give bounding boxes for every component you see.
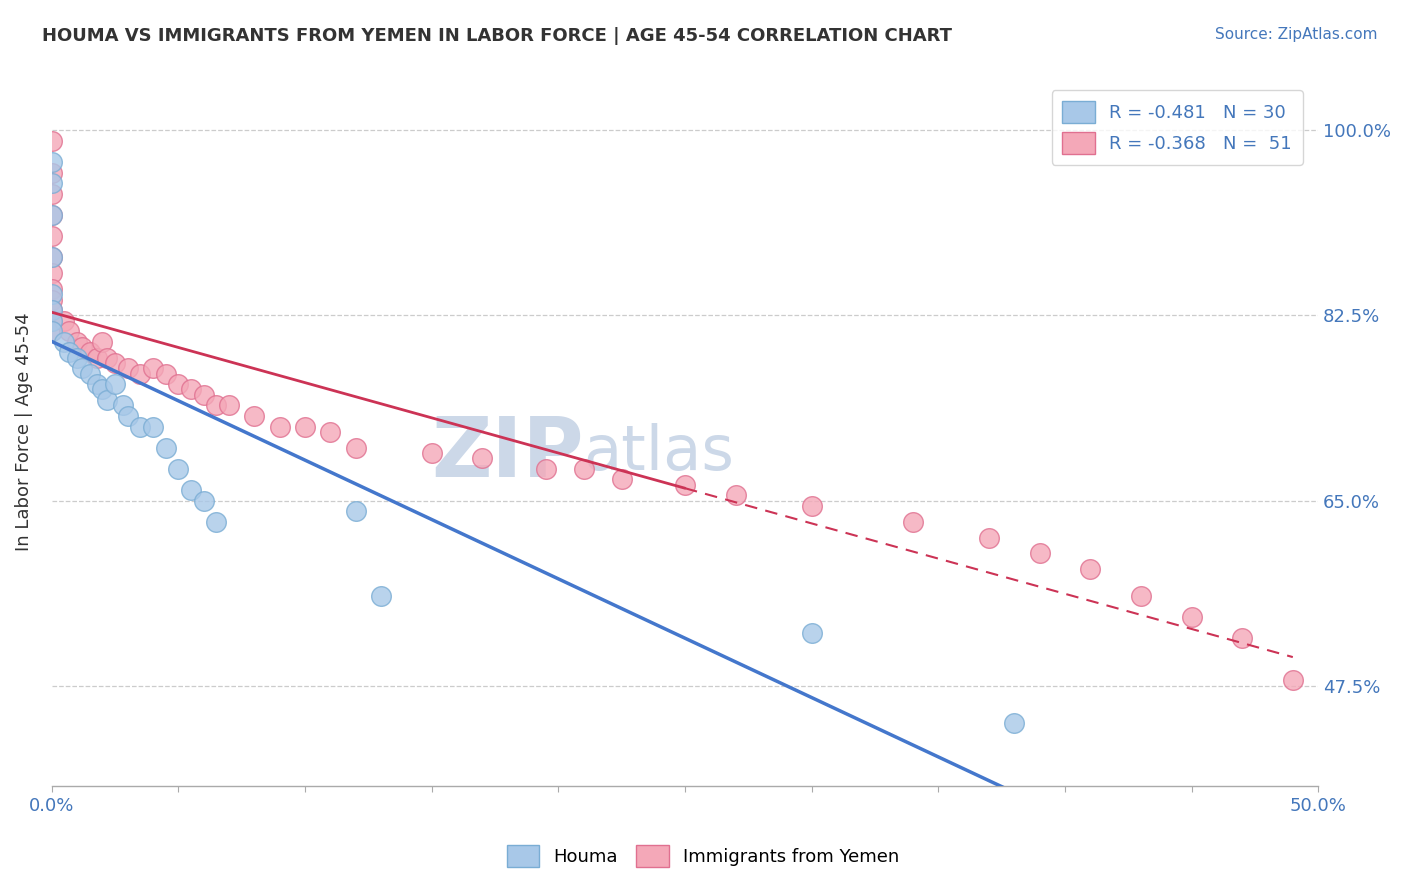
- Point: [129, 367, 152, 381]
- Point: [180, 383, 202, 397]
- Point: [673, 477, 696, 491]
- Point: [269, 419, 291, 434]
- Point: [104, 377, 127, 392]
- Point: [41, 266, 63, 280]
- Point: [800, 499, 823, 513]
- Point: [53, 314, 76, 328]
- Point: [41, 186, 63, 201]
- Point: [41, 324, 63, 338]
- Point: [70, 340, 93, 354]
- Point: [370, 589, 392, 603]
- Point: [41, 208, 63, 222]
- Y-axis label: In Labor Force | Age 45-54: In Labor Force | Age 45-54: [15, 312, 32, 551]
- Point: [155, 441, 177, 455]
- Point: [104, 356, 127, 370]
- Point: [1230, 631, 1253, 645]
- Point: [193, 388, 215, 402]
- Point: [205, 398, 228, 412]
- Point: [167, 462, 190, 476]
- Point: [117, 409, 139, 423]
- Point: [117, 361, 139, 376]
- Point: [41, 303, 63, 318]
- Point: [53, 334, 76, 349]
- Point: [1028, 546, 1050, 560]
- Point: [1002, 715, 1025, 730]
- Point: [41, 314, 63, 328]
- Point: [142, 419, 165, 434]
- Point: [193, 493, 215, 508]
- Point: [66, 351, 89, 365]
- Point: [218, 398, 240, 412]
- Point: [319, 425, 342, 439]
- Legend: R = -0.481   N = 30, R = -0.368   N =  51: R = -0.481 N = 30, R = -0.368 N = 51: [1052, 90, 1303, 165]
- Point: [155, 367, 177, 381]
- Text: HOUMA VS IMMIGRANTS FROM YEMEN IN LABOR FORCE | AGE 45-54 CORRELATION CHART: HOUMA VS IMMIGRANTS FROM YEMEN IN LABOR …: [42, 27, 952, 45]
- Point: [471, 451, 494, 466]
- Point: [58, 345, 80, 359]
- Point: [344, 441, 367, 455]
- Point: [41, 250, 63, 264]
- Point: [41, 303, 63, 318]
- Point: [294, 419, 316, 434]
- Point: [111, 398, 134, 412]
- Point: [901, 515, 924, 529]
- Point: [91, 383, 114, 397]
- Point: [41, 166, 63, 180]
- Point: [41, 155, 63, 169]
- Text: atlas: atlas: [583, 423, 734, 483]
- Point: [344, 504, 367, 518]
- Point: [1281, 673, 1303, 688]
- Point: [70, 361, 93, 376]
- Point: [534, 462, 557, 476]
- Point: [180, 483, 202, 497]
- Point: [41, 287, 63, 301]
- Point: [129, 419, 152, 434]
- Point: [167, 377, 190, 392]
- Point: [58, 324, 80, 338]
- Point: [572, 462, 595, 476]
- Point: [41, 250, 63, 264]
- Point: [977, 531, 1000, 545]
- Point: [205, 515, 228, 529]
- Point: [41, 293, 63, 307]
- Point: [96, 392, 118, 407]
- Point: [41, 208, 63, 222]
- Text: ZIP: ZIP: [432, 413, 583, 493]
- Point: [96, 351, 118, 365]
- Point: [41, 176, 63, 190]
- Point: [79, 367, 101, 381]
- Point: [41, 229, 63, 244]
- Point: [41, 324, 63, 338]
- Point: [66, 334, 89, 349]
- Legend: Houma, Immigrants from Yemen: Houma, Immigrants from Yemen: [499, 838, 907, 874]
- Point: [1129, 589, 1152, 603]
- Point: [142, 361, 165, 376]
- Point: [1180, 610, 1202, 624]
- Point: [243, 409, 266, 423]
- Point: [41, 134, 63, 148]
- Point: [79, 345, 101, 359]
- Point: [41, 282, 63, 296]
- Point: [610, 472, 633, 486]
- Point: [1078, 562, 1101, 576]
- Point: [86, 351, 108, 365]
- Point: [420, 446, 443, 460]
- Point: [800, 625, 823, 640]
- Point: [724, 488, 747, 502]
- Text: Source: ZipAtlas.com: Source: ZipAtlas.com: [1215, 27, 1378, 42]
- Point: [41, 314, 63, 328]
- Point: [91, 334, 114, 349]
- Point: [86, 377, 108, 392]
